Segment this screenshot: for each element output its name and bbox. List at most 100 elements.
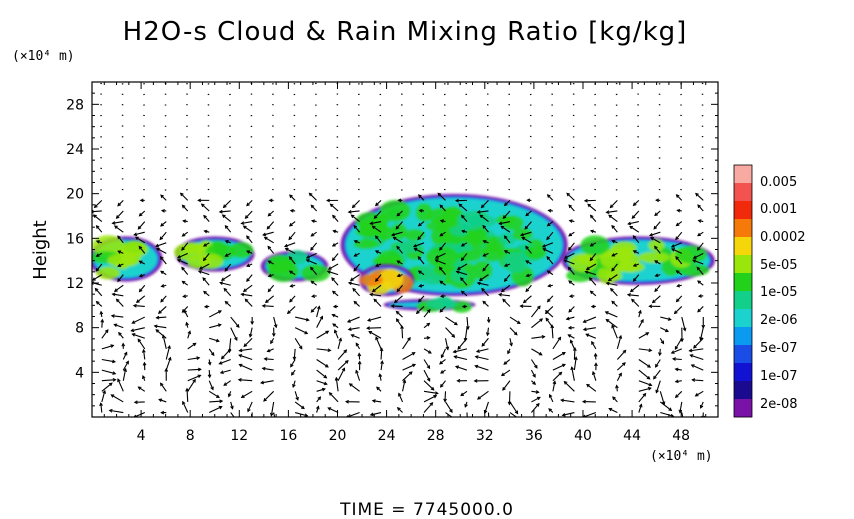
wind-vector [224, 263, 232, 272]
wind-vector-head [267, 260, 272, 264]
wind-vector-head [618, 372, 622, 377]
cloud-cell [266, 254, 295, 274]
wind-vector [380, 361, 383, 371]
wind-vector-head [219, 281, 224, 286]
wind-vector-head [590, 304, 595, 309]
wind-vector-head [224, 267, 229, 272]
wind-vector-head [696, 266, 701, 271]
wind-vector-head [220, 277, 225, 281]
wind-vector-head [100, 318, 105, 323]
wind-vector [697, 231, 704, 237]
wind-vector-head [244, 298, 249, 303]
wind-vector [203, 242, 210, 247]
wind-vector [479, 214, 489, 223]
wind-vector [423, 348, 432, 354]
wind-vector-head [203, 290, 207, 295]
wind-vector-head [413, 248, 418, 252]
wind-vector-head [532, 381, 537, 385]
wind-vector [158, 306, 167, 314]
wind-vector [267, 246, 275, 254]
wind-vector [132, 316, 146, 324]
wind-vector-head [522, 299, 527, 304]
wind-vector-head [454, 198, 459, 203]
wind-vector-head [460, 214, 465, 219]
wind-vector-head [227, 349, 232, 354]
wind-vector-head [418, 208, 423, 213]
wind-vector-head [218, 209, 223, 214]
wind-vector-head [612, 396, 616, 401]
wind-vector [697, 242, 704, 251]
wind-vector-head [647, 386, 652, 391]
cloud-cell [415, 203, 433, 222]
wind-vector-head [155, 315, 160, 320]
cloud-cell [524, 245, 547, 260]
wind-vector [337, 338, 342, 350]
wind-vector-head [498, 292, 503, 297]
wind-vector-head [429, 402, 434, 406]
colorbar-segment [734, 291, 752, 310]
wind-vector-head [547, 283, 552, 288]
wind-vector-head [246, 278, 250, 283]
wind-vector-head [202, 277, 207, 281]
wind-vector [137, 221, 146, 230]
wind-vector [142, 349, 146, 360]
wind-vector-head [507, 350, 511, 355]
wind-vector [402, 380, 406, 392]
wind-vector-head [482, 253, 487, 257]
wind-vector-head [323, 381, 328, 386]
wind-vector [246, 235, 253, 244]
wind-vector [413, 242, 425, 248]
wind-vector-head [373, 298, 378, 303]
wind-vector [481, 337, 489, 347]
wind-vector [138, 246, 146, 254]
wind-vector-head [137, 386, 142, 390]
wind-vector-head [308, 192, 313, 197]
cloud-cell [376, 225, 395, 241]
wind-vector [187, 331, 191, 339]
x-tick-label: 44 [623, 428, 641, 444]
colorbar-label: 2e-06 [760, 313, 798, 328]
wind-vector-head [270, 340, 274, 345]
wind-vector-head [546, 270, 551, 274]
wind-vector-head [668, 407, 673, 412]
wind-vector-head [133, 400, 138, 405]
wind-vector-head [219, 370, 224, 375]
wind-vector [138, 386, 146, 392]
wind-vector [562, 411, 575, 416]
wind-vector [676, 295, 683, 302]
wind-vector [692, 259, 704, 265]
wind-vector-head [310, 266, 314, 271]
cloud-cell [359, 273, 383, 287]
wind-vector-head [288, 270, 293, 275]
wind-vector-head [697, 232, 701, 237]
wind-vector-head [207, 361, 212, 366]
wind-vector-head [216, 394, 220, 398]
wind-vector [568, 280, 575, 286]
wind-vector [445, 401, 453, 413]
wind-vector-head [654, 212, 658, 217]
wind-vector-head [503, 361, 508, 365]
wind-vector-head [438, 266, 443, 271]
wind-vector-head [568, 308, 573, 313]
wind-vector [223, 199, 232, 208]
wind-vector [353, 225, 361, 233]
wind-vector [310, 204, 318, 212]
colorbar-segment [734, 273, 752, 292]
wind-vector [616, 362, 626, 371]
wind-vector-head [591, 370, 596, 375]
wind-vector [117, 274, 124, 282]
wind-vector [160, 256, 167, 265]
wind-vector-head [332, 323, 337, 327]
wind-vector-head [439, 204, 444, 209]
wind-vector [530, 369, 536, 378]
wind-vector [208, 310, 222, 318]
wind-vector [568, 204, 575, 212]
wind-vector [203, 253, 210, 261]
wind-vector [638, 393, 647, 403]
wind-vector-head [310, 246, 314, 251]
wind-vector-head [181, 233, 186, 237]
wind-vector [209, 324, 221, 329]
wind-vector-head [223, 287, 228, 292]
wind-vector-head [629, 288, 634, 293]
wind-vector [659, 391, 665, 405]
